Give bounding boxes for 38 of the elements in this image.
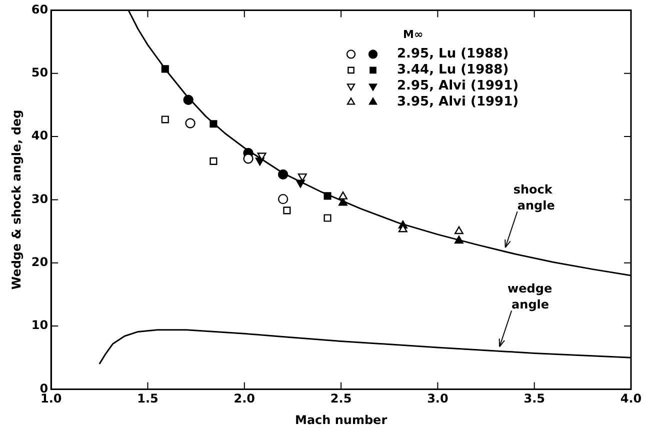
legend-title: M∞ bbox=[403, 28, 424, 42]
legend-label: 3.95, Alvi (1991) bbox=[397, 94, 519, 110]
y-tick-label: 40 bbox=[31, 128, 48, 143]
point bbox=[161, 116, 169, 124]
point bbox=[324, 192, 332, 200]
legend-label: 2.95, Alvi (1991) bbox=[397, 78, 519, 94]
y-tick-label: 20 bbox=[31, 254, 48, 269]
point bbox=[454, 236, 464, 244]
x-axis-title: Mach number bbox=[294, 412, 388, 427]
point bbox=[210, 120, 218, 128]
point bbox=[278, 169, 288, 180]
point bbox=[338, 191, 348, 200]
point bbox=[278, 194, 288, 204]
legend-label: 2.95, Lu (1988) bbox=[397, 46, 509, 62]
legend-label: 3.44, Lu (1988) bbox=[397, 62, 509, 78]
y-tick-label: 60 bbox=[31, 2, 48, 16]
x-tick-label: 1.5 bbox=[137, 392, 158, 406]
x-tick-label: 2.5 bbox=[330, 392, 352, 406]
point bbox=[296, 180, 305, 188]
point bbox=[185, 118, 196, 128]
y-tick-label: 50 bbox=[31, 65, 48, 80]
point bbox=[161, 65, 169, 73]
y-tick-label: 10 bbox=[31, 318, 48, 332]
annotation: shock angle bbox=[513, 182, 555, 212]
annotation: wedge angle bbox=[508, 282, 552, 312]
x-tick-label: 1.0 bbox=[40, 392, 62, 406]
x-tick-label: 3.5 bbox=[524, 392, 545, 406]
point bbox=[454, 226, 464, 234]
y-axis-title: Wedge & shock angle, deg bbox=[9, 110, 24, 290]
y-tick-label: 30 bbox=[31, 192, 48, 206]
x-tick-label: 2.0 bbox=[234, 392, 256, 406]
x-tick-label: 3.0 bbox=[427, 392, 448, 406]
point bbox=[183, 94, 194, 105]
point bbox=[210, 157, 218, 165]
point bbox=[324, 214, 332, 222]
point bbox=[243, 154, 254, 164]
point bbox=[283, 206, 291, 214]
x-tick-label: 4.0 bbox=[620, 392, 642, 406]
